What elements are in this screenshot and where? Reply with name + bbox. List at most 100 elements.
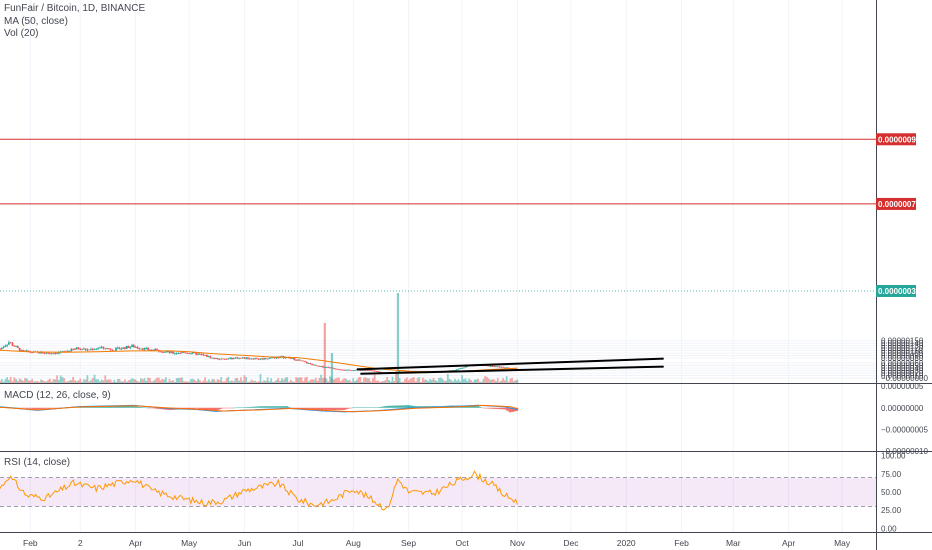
time-tick-label: Mar [726,538,741,548]
macd-histogram-bar [241,407,244,408]
candle-body [115,348,117,351]
volume-bar [72,376,75,383]
volume-bar [198,380,201,383]
macd-histogram-bar [382,406,385,408]
macd-histogram-bar [268,406,271,408]
candle-body [90,349,92,350]
volume-bar [223,381,226,383]
candle-body [298,359,301,361]
time-tick-label: Jul [293,538,304,548]
price-marker-label: 0.00000096 [878,135,921,144]
price-tick-label: 0.00000050 [881,362,924,371]
candle-body [72,348,75,350]
price-tick-label: 0.00000090 [881,352,924,361]
volume-bar [115,381,117,383]
volume-legend[interactable]: Vol (20) [4,28,39,39]
macd-histogram-bar [423,406,426,408]
rsi-tick-label: 100.00 [881,452,906,461]
candle-body [273,357,276,359]
candle-body [320,366,323,367]
macd-histogram-bar [414,406,417,408]
volume-bar [482,378,485,383]
rsi-line [0,470,518,511]
macd-histogram-bar [193,407,196,409]
candle-body [9,342,12,344]
macd-histogram-bar [389,405,392,408]
macd-histogram-bar [480,407,483,408]
volume-bar [373,374,376,383]
volume-bar [116,379,119,383]
volume-bar [74,380,76,383]
macd-histogram-bar [107,406,110,408]
candle-body [182,352,185,353]
volume-bar [24,378,26,383]
volume-bar [261,381,264,383]
volume-bar [514,380,517,383]
horizontal-lines[interactable] [0,138,876,292]
macd-histogram-bar [288,406,290,408]
symbol-legend[interactable]: FunFair / Bitcoin, 1D, BINANCE [4,3,146,14]
macd-histogram-bar [238,407,240,408]
candle-body [264,358,267,360]
candle-body [339,369,342,371]
volume-bar [134,379,137,383]
volume-bar [148,378,151,383]
macd-histogram-bar [159,407,162,410]
macd-histogram-bar [329,407,331,411]
candle-body [336,368,339,370]
candle-body [504,367,506,369]
candle-body [97,348,100,350]
macd-histogram-bar [41,407,44,409]
candle-body [163,351,166,353]
volume-bar [159,380,162,383]
macd-histogram-bar [239,407,242,408]
time-axis[interactable]: Feb 2 Apr May Jun Jul Aug Sep Oct Nov Dec 2020 Feb Ma… [23,538,851,548]
volume-bar [172,380,174,383]
candle-body [238,357,240,359]
rsi-pane [0,470,876,511]
ma-legend[interactable]: MA (50, close) [4,16,68,27]
volume-bar [295,377,298,383]
macd-histogram-bar [216,407,219,411]
price-axis[interactable]: 0.000001500.000001400.000001300.00000120… [876,133,928,533]
volume-bar [52,378,55,383]
volume-bar [443,380,446,383]
candle-body [507,367,510,369]
candle-body [350,370,353,371]
volume-bar [355,379,358,383]
volume-bar [275,379,278,383]
volume-bar [280,378,283,383]
volume-bar [507,381,510,383]
volume-bar [138,381,141,383]
volume-bar [211,378,214,383]
macd-histogram-bar [204,407,207,410]
volume-bar [284,377,287,383]
candle-body [304,361,306,363]
volume-bar [430,379,433,383]
volume-bar [393,380,396,383]
volume-bar [511,377,513,383]
trendline-lower[interactable] [360,365,664,375]
time-tick-label: Oct [455,538,469,548]
macd-histogram-bar [470,405,472,408]
macd-histogram-bar [207,407,210,411]
volume-bar [413,377,415,383]
macd-histogram-bar [280,406,283,408]
volume-bar [86,375,89,383]
volume-bar [300,377,303,383]
volume-bar [320,374,323,383]
macd-legend[interactable]: MACD (12, 26, close, 9) [4,390,111,401]
trendline-upper[interactable] [356,357,664,371]
candle-body [93,349,96,351]
macd-histogram-bar [479,406,481,408]
trendlines[interactable] [356,357,664,375]
macd-histogram-bar [407,405,410,408]
candle-body [496,366,499,368]
volume-bar [141,379,144,383]
candle-body [40,352,42,354]
macd-histogram-bar [359,407,362,408]
macd-histogram-bar [214,407,217,411]
rsi-legend[interactable]: RSI (14, close) [4,457,71,468]
volume-bar [498,381,501,383]
